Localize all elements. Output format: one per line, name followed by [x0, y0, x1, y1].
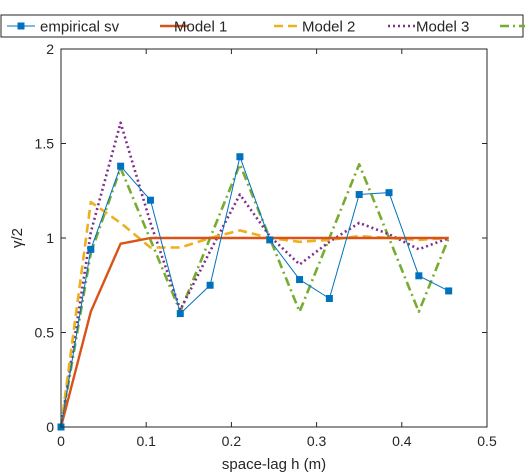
data-point-empirical-sv [355, 191, 363, 199]
y-tick-label: 1 [46, 230, 54, 246]
series-line-model-1 [59, 236, 449, 428]
axes-layer: 0 0.1 0.2 0.3 0.4 0.5 0 0.5 1 1.5 2 [35, 41, 497, 449]
x-tick-label: 0.5 [477, 433, 497, 449]
x-tick-label: 0.2 [222, 433, 242, 449]
data-point-empirical-sv [146, 196, 154, 204]
data-point-empirical-sv [445, 287, 453, 295]
x-tick-label: 0 [57, 433, 65, 449]
y-tick-label: 1.5 [35, 136, 55, 152]
data-point-empirical-sv [87, 245, 95, 253]
legend-label-model-2: Model 2 [302, 19, 355, 36]
legend-marker-empirical-sv [17, 22, 25, 30]
data-point-empirical-sv [176, 310, 184, 318]
y-tick-label: 0 [46, 419, 54, 435]
legend-label-model-3: Model 3 [416, 19, 469, 36]
data-point-empirical-sv [117, 162, 125, 170]
data-point-empirical-sv [206, 281, 214, 289]
data-point-empirical-sv [266, 236, 274, 244]
x-tick-label: 0.4 [392, 433, 412, 449]
data-point-empirical-sv [236, 153, 244, 161]
x-tick-label: 0.3 [307, 433, 327, 449]
x-tick-label: 0.1 [136, 433, 156, 449]
x-axis-label: space-lag h (m) [222, 456, 326, 473]
data-point-empirical-sv [415, 272, 423, 280]
series-line-empirical-sv [60, 156, 449, 428]
data-point-empirical-sv [296, 276, 304, 284]
series-line-model-4 [59, 163, 450, 428]
data-point-empirical-sv [325, 294, 333, 302]
data-point-empirical-sv [385, 189, 393, 197]
plot-layer [57, 121, 453, 431]
y-tick-label: 2 [46, 41, 54, 57]
y-tick-label: 0.5 [35, 325, 55, 341]
legend-label-empirical-sv: empirical sv [40, 19, 120, 36]
legend-label-model-1: Model 1 [174, 19, 227, 36]
y-axis-label: γ/2 [9, 228, 26, 248]
